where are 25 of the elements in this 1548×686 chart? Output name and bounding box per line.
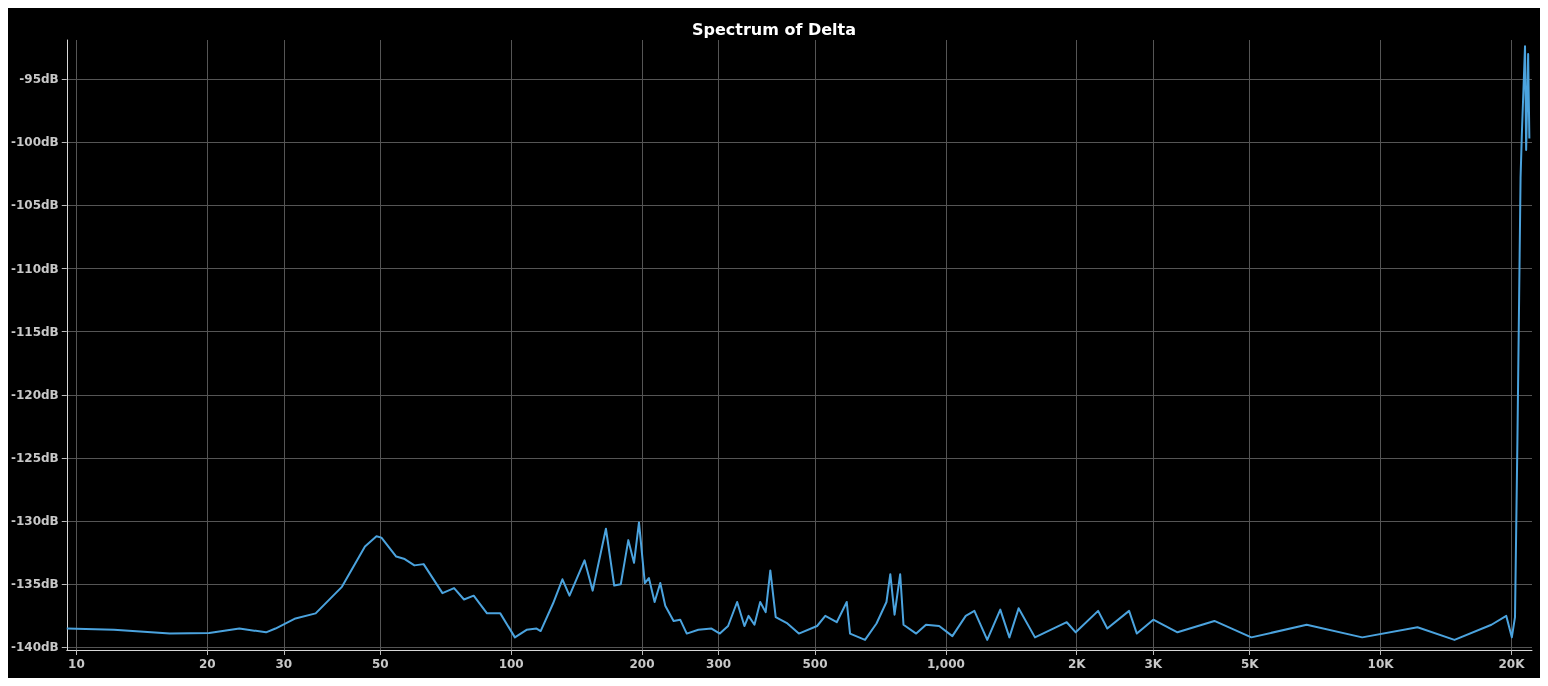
x-tick-label: 30 <box>275 657 293 671</box>
y-tick-label: -115dB <box>11 324 59 339</box>
y-tick-label: -105dB <box>11 198 59 213</box>
x-tick-label: 10K <box>1367 657 1395 671</box>
y-tick-label: -140dB <box>11 640 59 655</box>
y-tick-label: -110dB <box>11 261 59 276</box>
y-tick-label: -100dB <box>11 135 59 150</box>
x-tick-label: 500 <box>802 657 828 671</box>
y-tick-label: -125dB <box>11 451 59 466</box>
x-tick-label: 2K <box>1067 657 1087 671</box>
chart-title: Spectrum of Delta <box>691 19 857 39</box>
x-tick-label: 20 <box>198 657 216 671</box>
x-tick-label: 1,000 <box>926 657 965 671</box>
x-tick-label: 50 <box>371 657 389 671</box>
x-tick-label: 3K <box>1144 657 1163 671</box>
x-tick-label: 20K <box>1498 657 1526 671</box>
x-tick-label: 100 <box>498 657 524 671</box>
x-tick-label: 10 <box>68 657 85 671</box>
y-tick-label: -95dB <box>19 72 59 87</box>
y-tick-label: -130dB <box>11 514 59 529</box>
x-tick-label: 5K <box>1240 657 1260 671</box>
y-tick-label: -135dB <box>11 577 59 592</box>
x-tick-label: 200 <box>629 657 655 671</box>
x-tick-label: 300 <box>706 657 732 671</box>
y-tick-label: -120dB <box>11 387 59 402</box>
